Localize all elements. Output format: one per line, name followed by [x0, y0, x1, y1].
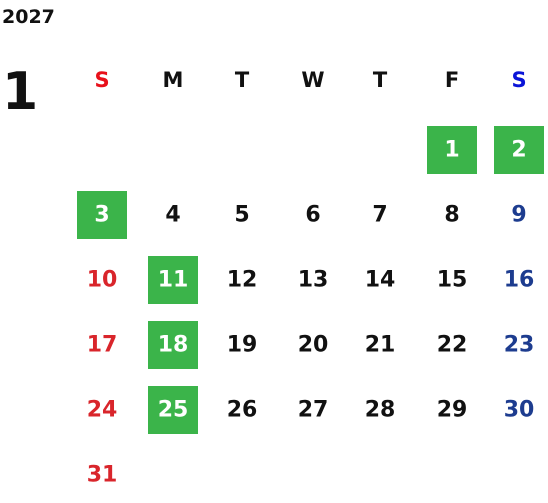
day-number: 10 — [87, 268, 118, 293]
weekday-label: S — [94, 68, 109, 92]
holiday-highlight — [77, 191, 127, 239]
weekday-label: W — [301, 68, 324, 92]
holiday-highlight — [427, 126, 477, 174]
holiday-highlight — [494, 126, 544, 174]
month: 1 — [2, 62, 38, 122]
day-number: 9 — [511, 203, 526, 228]
weekday-label: F — [445, 68, 459, 92]
day-number: 6 — [305, 203, 320, 228]
day-number: 11 — [158, 268, 189, 293]
holiday-highlight — [148, 321, 198, 369]
day-number: 28 — [365, 398, 396, 423]
day-number: 1 — [444, 138, 459, 163]
day-number: 16 — [504, 268, 535, 293]
day-number: 13 — [298, 268, 329, 293]
day-number: 26 — [227, 398, 258, 423]
day-number: 23 — [504, 333, 535, 358]
day-number: 5 — [234, 203, 249, 228]
weekday-label: T — [235, 68, 250, 92]
day-number: 20 — [298, 333, 329, 358]
day-number: 22 — [437, 333, 468, 358]
day-number: 15 — [437, 268, 468, 293]
day-number: 8 — [444, 203, 459, 228]
day-number: 31 — [87, 463, 118, 488]
day-number: 14 — [365, 268, 396, 293]
day-number: 29 — [437, 398, 468, 423]
holiday-highlight — [148, 256, 198, 304]
year: 2027 — [2, 6, 55, 28]
day-number: 4 — [165, 203, 180, 228]
day-number: 24 — [87, 398, 118, 423]
holiday-highlight — [148, 386, 198, 434]
day-number: 2 — [511, 138, 526, 163]
day-number: 21 — [365, 333, 396, 358]
day-number: 17 — [87, 333, 118, 358]
weekday-label: S — [511, 68, 526, 92]
day-number: 3 — [94, 203, 109, 228]
day-number: 25 — [158, 398, 189, 423]
day-number: 30 — [504, 398, 535, 423]
day-number: 7 — [372, 203, 387, 228]
weekday-label: M — [163, 68, 184, 92]
day-number: 27 — [298, 398, 329, 423]
weekday-label: T — [373, 68, 388, 92]
day-number: 18 — [158, 333, 189, 358]
day-number: 12 — [227, 268, 258, 293]
day-number: 19 — [227, 333, 258, 358]
